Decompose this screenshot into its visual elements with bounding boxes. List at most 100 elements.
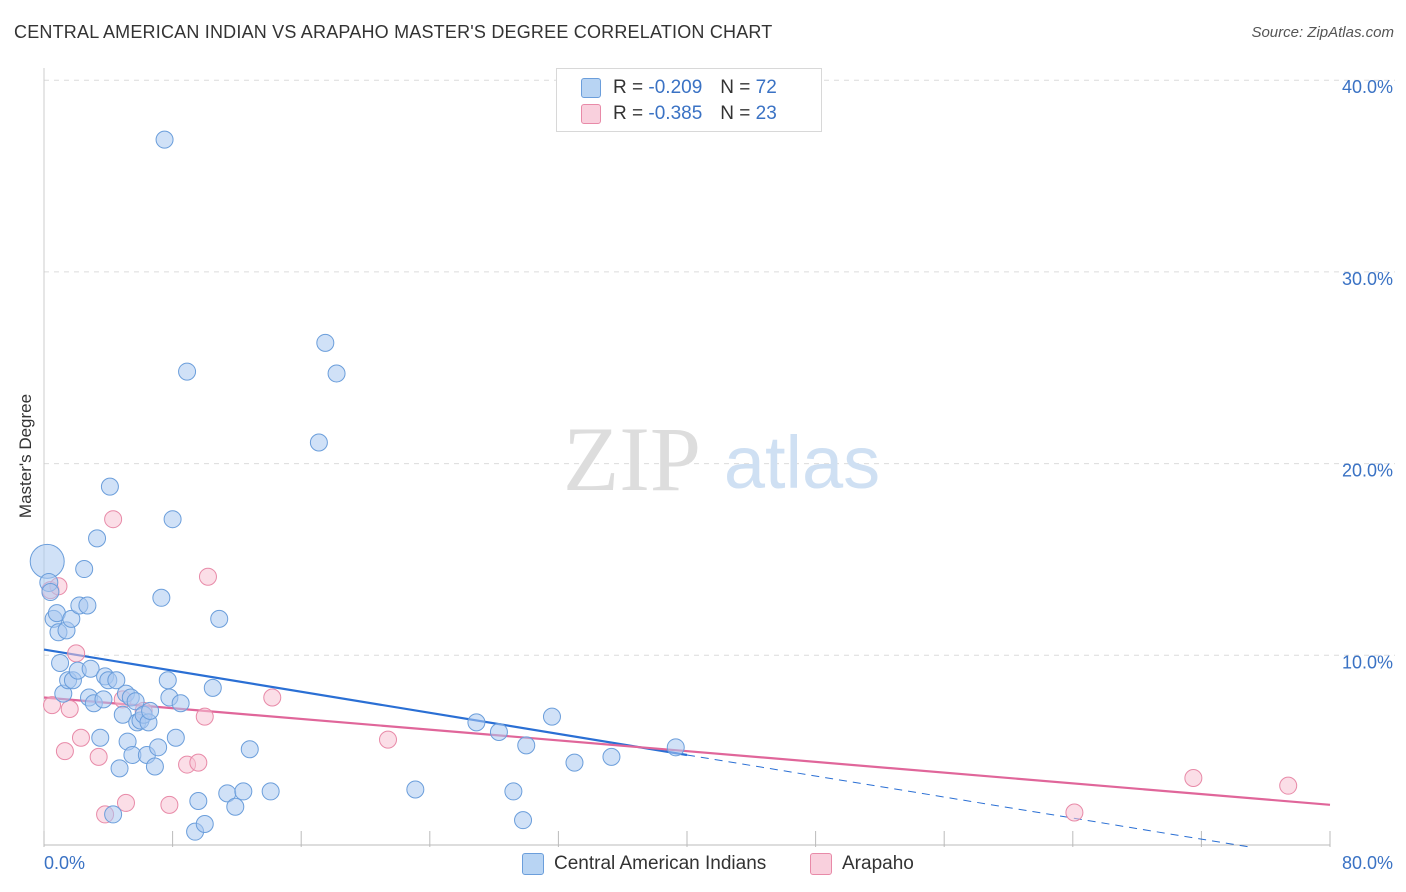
point-central-american — [327, 364, 346, 383]
watermark-atlas: atlas — [724, 421, 880, 504]
y-tick-label: 30.0% — [1342, 269, 1393, 289]
point-central-american — [171, 694, 190, 713]
legend-r-value: -0.385 — [648, 103, 703, 124]
data-points — [29, 130, 1298, 841]
axes — [43, 68, 1331, 847]
point-central-american — [489, 722, 508, 741]
legend-n-label: N = — [720, 77, 751, 98]
legend-n-value: 72 — [755, 77, 777, 98]
point-central-american — [94, 690, 113, 709]
point-arapaho — [189, 753, 208, 772]
point-arapaho — [195, 707, 214, 726]
point-central-american — [149, 738, 168, 757]
watermark: ZIP atlas — [563, 408, 880, 510]
point-arapaho — [43, 696, 62, 715]
point-central-american — [62, 609, 81, 628]
point-arapaho — [116, 793, 135, 812]
point-central-american — [514, 811, 533, 830]
point-central-american — [565, 753, 584, 772]
point-central-american — [504, 782, 523, 801]
point-central-american — [226, 797, 245, 816]
bottom-legend-label: Arapaho — [842, 853, 914, 874]
point-central-american — [107, 671, 126, 690]
legend-r-label: R = — [613, 77, 644, 98]
point-central-american — [88, 529, 107, 548]
point-central-american — [141, 701, 160, 720]
point-central-american — [158, 671, 177, 690]
point-central-american — [406, 780, 425, 799]
point-central-american — [75, 560, 94, 579]
x-tick-label: 80.0% — [1342, 853, 1393, 873]
point-central-american — [41, 583, 60, 602]
point-central-american — [78, 596, 97, 615]
point-central-american — [104, 805, 123, 824]
point-central-american — [261, 782, 280, 801]
legend-swatch-blue — [581, 78, 601, 98]
point-central-american — [666, 738, 685, 757]
y-tick-label: 10.0% — [1342, 652, 1393, 672]
point-arapaho — [67, 644, 86, 663]
watermark-zip: ZIP — [563, 408, 701, 510]
point-central-american — [234, 782, 253, 801]
point-arapaho — [379, 730, 398, 749]
point-central-american — [113, 705, 132, 724]
point-arapaho — [71, 728, 90, 747]
point-central-american — [189, 791, 208, 810]
legend-n-value: 23 — [755, 103, 777, 124]
point-central-american — [210, 609, 229, 628]
point-central-american — [178, 362, 197, 381]
bottom-legend-swatch-blue — [522, 853, 544, 875]
legend-r-label: R = — [613, 103, 644, 124]
point-central-american — [542, 707, 561, 726]
source-label: Source: ZipAtlas.com — [1251, 24, 1394, 41]
point-central-american — [91, 728, 110, 747]
point-arapaho — [263, 688, 282, 707]
y-axis-label: Master's Degree — [16, 393, 35, 519]
grid-lines — [44, 79, 1395, 656]
tick-labels: 10.0% 20.0% 30.0% 40.0% 0.0% 80.0% — [44, 77, 1393, 873]
legend-r-value: -0.209 — [648, 77, 703, 98]
point-arapaho — [55, 742, 74, 761]
point-central-american — [51, 653, 70, 672]
bottom-legend-arapaho: Arapaho — [810, 852, 914, 876]
point-arapaho — [1065, 803, 1084, 822]
point-central-american — [309, 433, 328, 452]
point-central-american — [166, 728, 185, 747]
trend-line-central-american — [43, 648, 688, 757]
point-arapaho — [198, 567, 217, 586]
point-central-american — [100, 477, 119, 496]
point-central-american — [163, 510, 182, 529]
bottom-legend-central-american: Central American Indians — [522, 852, 766, 876]
point-central-american — [195, 814, 214, 833]
point-arapaho — [1184, 768, 1203, 787]
point-central-american — [467, 713, 486, 732]
point-central-american — [110, 759, 129, 778]
point-central-american — [81, 659, 100, 678]
point-central-american — [602, 747, 621, 766]
point-arapaho — [160, 795, 179, 814]
point-arapaho — [104, 510, 123, 529]
trend-line-arapaho — [43, 696, 1331, 806]
legend: R = -0.209 N = 72 R = -0.385 N = 23 — [556, 68, 822, 132]
point-central-american — [155, 130, 174, 149]
bottom-legend-swatch-pink — [810, 853, 832, 875]
point-central-american — [145, 757, 164, 776]
point-central-american — [240, 740, 259, 759]
y-tick-label: 20.0% — [1342, 461, 1393, 481]
bottom-legend-label: Central American Indians — [554, 853, 767, 874]
point-central-american — [152, 588, 171, 607]
point-arapaho — [1279, 776, 1298, 795]
legend-swatch-pink — [581, 104, 601, 124]
trend-lines — [43, 648, 1331, 848]
point-arapaho — [60, 699, 79, 718]
legend-row-central-american: R = -0.209 N = 72 — [581, 76, 777, 100]
chart-title: CENTRAL AMERICAN INDIAN VS ARAPAHO MASTE… — [14, 22, 773, 42]
point-arapaho — [89, 747, 108, 766]
legend-n-label: N = — [720, 103, 751, 124]
y-tick-label: 40.0% — [1342, 77, 1393, 97]
x-tick-label: 0.0% — [44, 853, 85, 873]
point-central-american — [316, 333, 335, 352]
legend-row-arapaho: R = -0.385 N = 23 — [581, 102, 777, 126]
point-central-american — [203, 678, 222, 697]
